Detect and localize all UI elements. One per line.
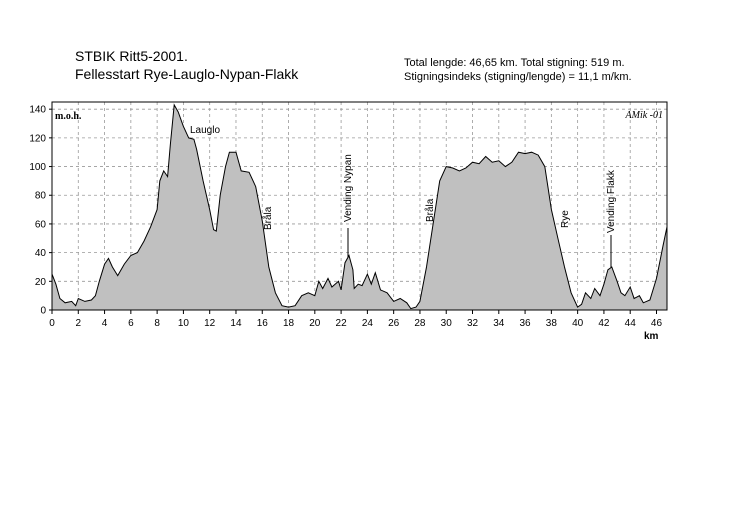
x-tick-label: 14 xyxy=(230,318,242,329)
x-tick-label: 0 xyxy=(49,318,55,329)
annotation: Bråla xyxy=(424,198,436,222)
x-tick-label: 16 xyxy=(257,318,269,329)
elevation-line xyxy=(51,103,668,310)
x-tick-label: 22 xyxy=(336,318,348,329)
x-tick-label: 12 xyxy=(204,318,216,329)
x-tick-label: 6 xyxy=(128,318,134,329)
chart-subtitle: Fellesstart Rye-Lauglo-Nypan-Flakk xyxy=(75,66,299,82)
y-tick-label: 60 xyxy=(35,219,47,230)
x-tick-label: 44 xyxy=(625,318,637,329)
elevation-area xyxy=(52,104,667,311)
x-tick-label: 4 xyxy=(102,318,108,329)
chart-title: STBIK Ritt5-2001. xyxy=(75,48,188,64)
x-tick-label: 2 xyxy=(76,318,82,329)
y-tick-label: 40 xyxy=(35,248,47,259)
annotation: Bråla xyxy=(262,206,274,230)
annotation: Vending Nypan xyxy=(343,154,354,222)
annotation: Lauglo xyxy=(190,125,220,136)
y-tick-label: 20 xyxy=(35,277,47,288)
x-tick-label: 24 xyxy=(362,318,374,329)
x-tick-label: 18 xyxy=(283,318,295,329)
x-tick-label: 42 xyxy=(598,318,610,329)
x-tick-label: 32 xyxy=(467,318,479,329)
y-tick-label: 140 xyxy=(29,105,46,116)
x-tick-label: 8 xyxy=(154,318,160,329)
x-tick-label: 36 xyxy=(520,318,532,329)
info-line: Stigningsindeks (stigning/lengde) = 11,1… xyxy=(404,71,632,83)
y-tick-label: 0 xyxy=(40,306,46,317)
x-tick-label: 34 xyxy=(493,318,505,329)
plot-frame xyxy=(51,101,668,311)
x-tick-label: 38 xyxy=(546,318,558,329)
x-tick-label: 46 xyxy=(651,318,663,329)
y-tick-label: 100 xyxy=(29,162,46,173)
y-axis-label: m.o.h. xyxy=(55,111,82,122)
x-tick-label: 10 xyxy=(178,318,190,329)
x-axis-label: km xyxy=(644,331,659,342)
annotation: Rye xyxy=(560,210,571,228)
x-tick-label: 40 xyxy=(572,318,584,329)
annotation: Vending Flakk xyxy=(606,169,617,233)
signature: AMik -01 xyxy=(625,110,664,121)
info-line: Total lengde: 46,65 km. Total stigning: … xyxy=(404,57,625,69)
x-tick-label: 26 xyxy=(388,318,400,329)
x-tick-label: 28 xyxy=(414,318,426,329)
y-tick-label: 120 xyxy=(29,133,46,144)
x-tick-label: 20 xyxy=(309,318,321,329)
x-tick-label: 30 xyxy=(441,318,453,329)
y-tick-label: 80 xyxy=(35,191,47,202)
